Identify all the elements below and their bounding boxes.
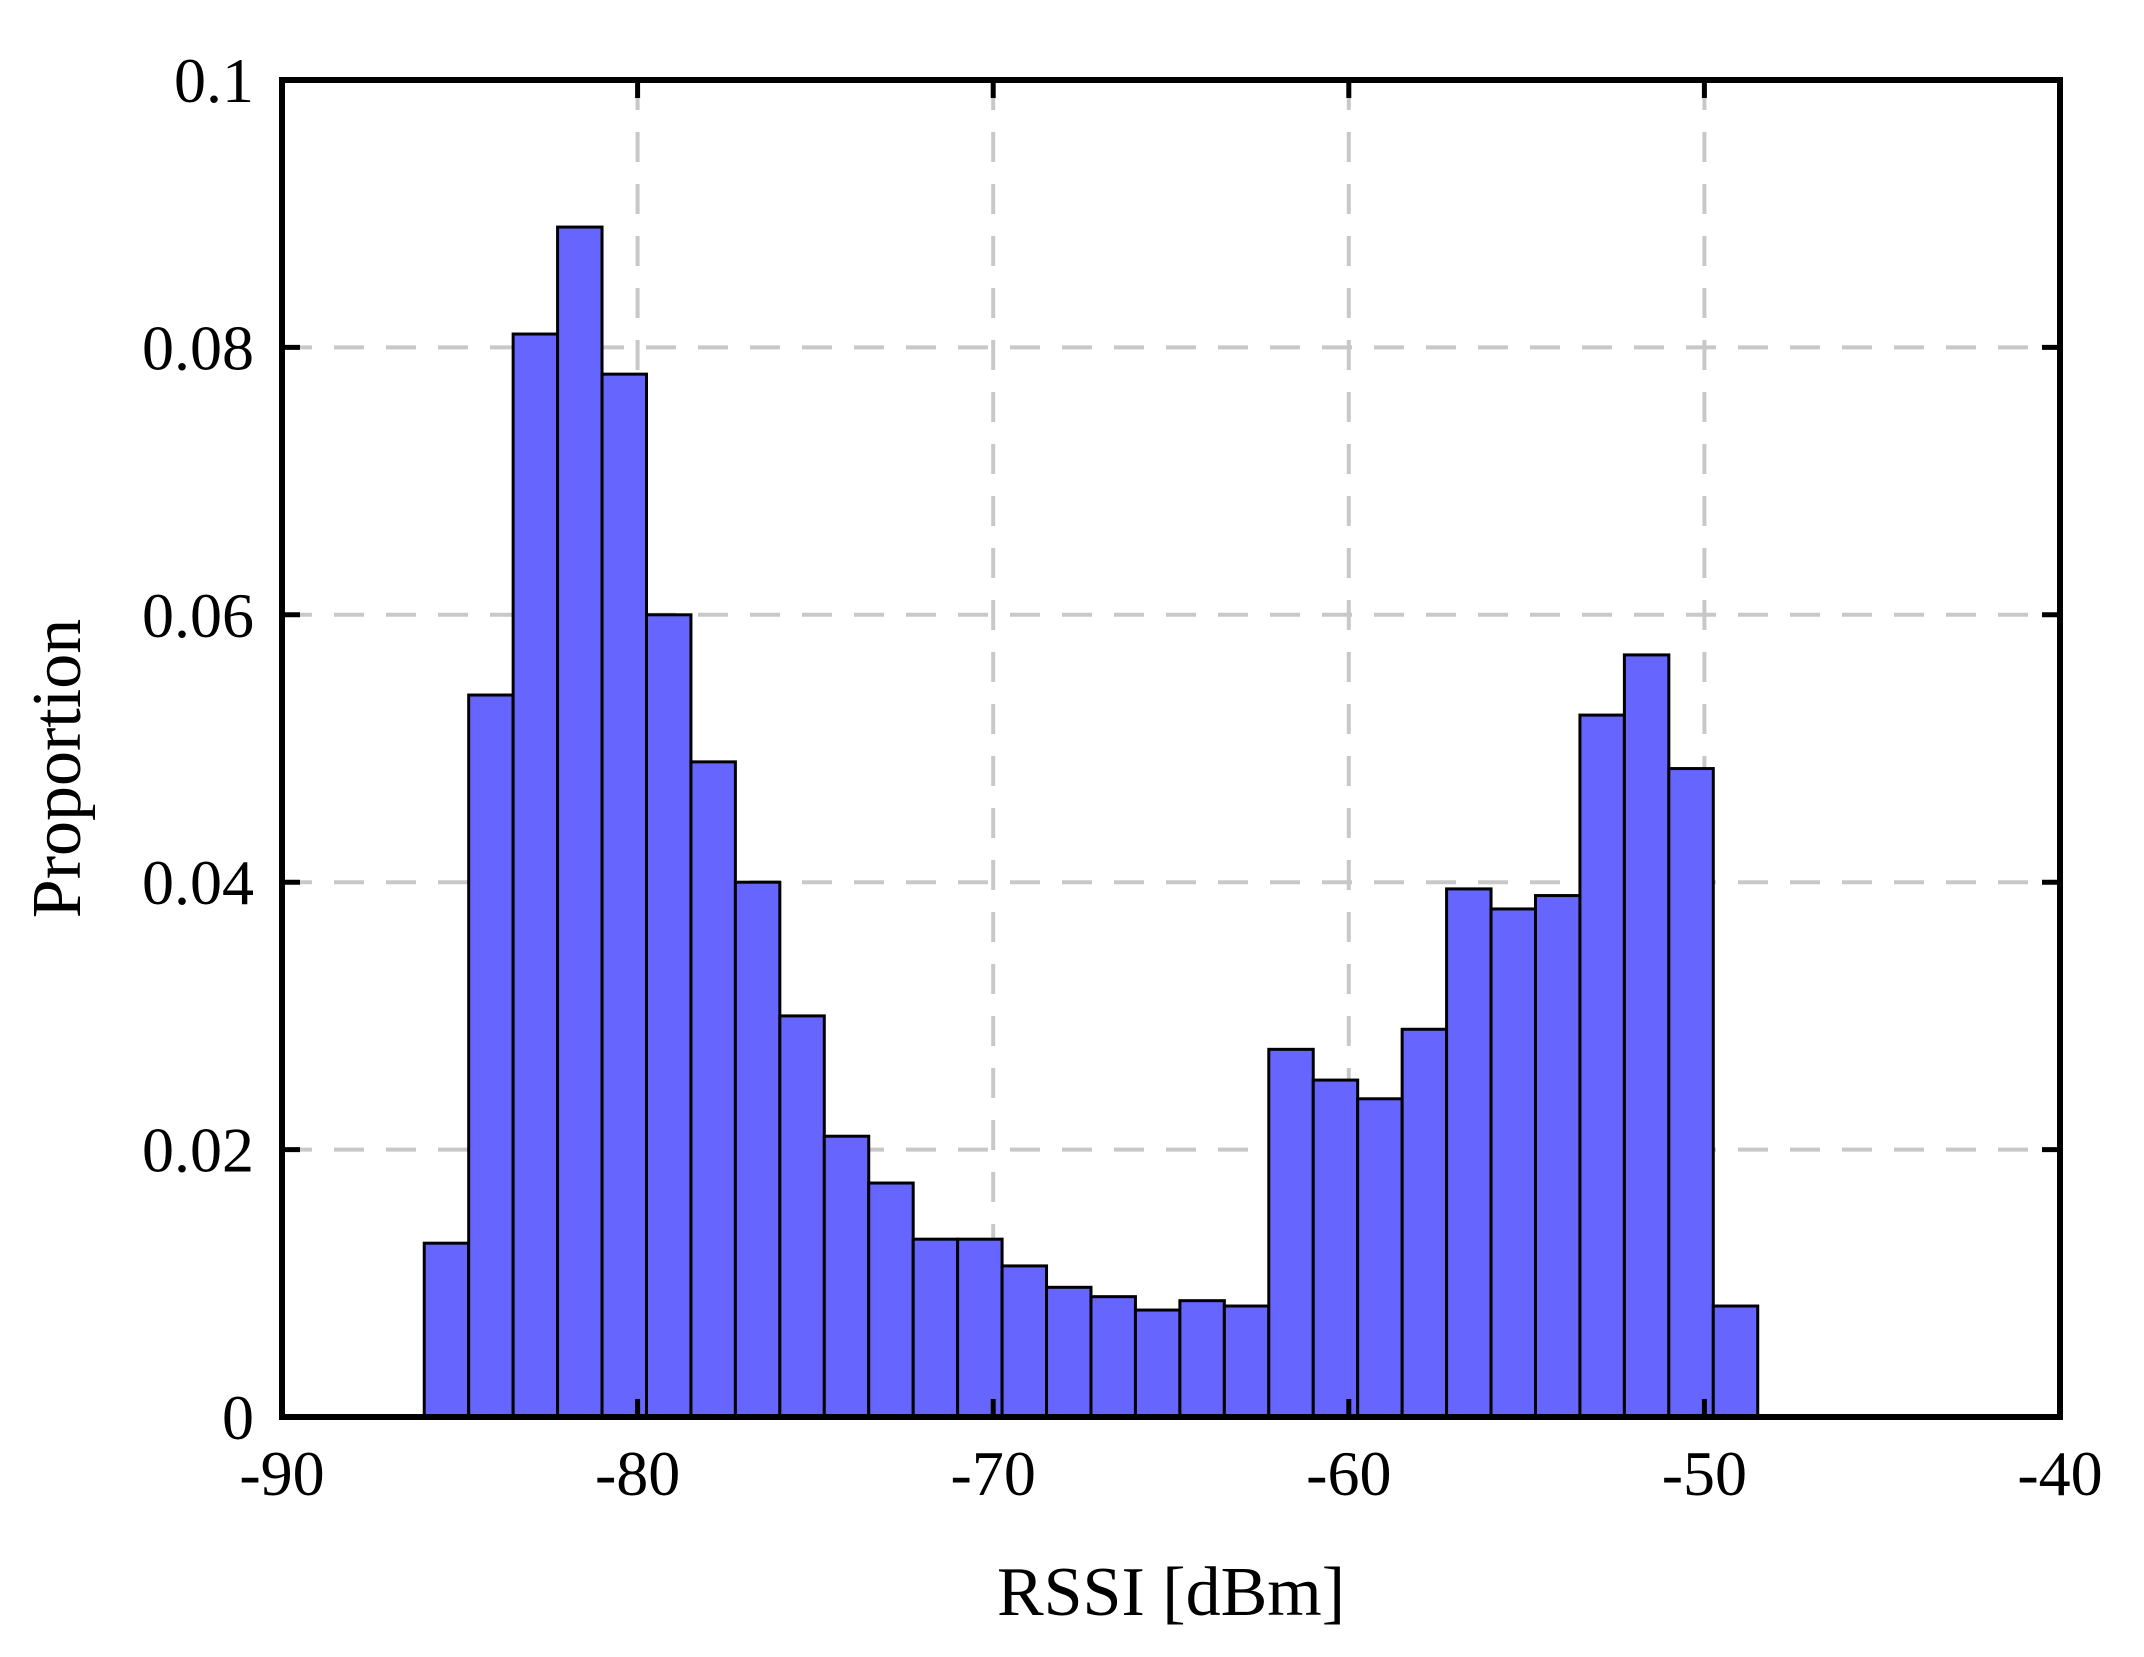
histogram-bar xyxy=(1622,653,1671,1419)
x-tick-label: -60 xyxy=(1306,1438,1391,1509)
plot-frame xyxy=(279,77,2063,1420)
histogram-bar xyxy=(1667,767,1715,1419)
histogram-bar xyxy=(778,1014,826,1419)
histogram-bar xyxy=(1178,1299,1226,1419)
histogram-bar xyxy=(1445,887,1493,1419)
histogram-bar xyxy=(867,1181,915,1419)
histogram-bar xyxy=(1045,1285,1093,1419)
histogram-bar xyxy=(822,1134,871,1419)
histogram-bar xyxy=(467,693,515,1419)
y-tick-label: 0.04 xyxy=(142,847,254,918)
histogram-bar xyxy=(911,1237,960,1419)
histogram-bar xyxy=(1000,1264,1049,1419)
y-tick-label: 0.08 xyxy=(142,312,254,383)
x-tick-label: -50 xyxy=(1662,1438,1747,1509)
histogram-bar xyxy=(600,372,648,1419)
x-tick-label: -80 xyxy=(595,1438,680,1509)
y-tick-label: 0.02 xyxy=(142,1115,254,1186)
y-tick-label: 0 xyxy=(222,1382,254,1453)
histogram-bar xyxy=(511,332,560,1419)
histogram-bar xyxy=(556,225,604,1419)
y-tick-label: 0.1 xyxy=(174,45,254,116)
x-tick-label: -90 xyxy=(239,1438,324,1509)
y-tick-labels: 0 0.02 0.04 0.06 0.08 0.1 xyxy=(142,45,254,1453)
histogram-bar xyxy=(644,613,693,1419)
histogram-bar xyxy=(1711,1304,1760,1419)
histogram-bar xyxy=(1089,1295,1137,1419)
y-tick-label: 0.06 xyxy=(142,580,254,651)
axis-ticks xyxy=(279,77,2063,1420)
histogram-bar xyxy=(1133,1308,1182,1419)
histogram-bar xyxy=(1578,713,1626,1419)
histogram-bar xyxy=(1400,1027,1449,1419)
histogram-bar xyxy=(1222,1304,1271,1419)
x-axis-label: RSSI [dBm] xyxy=(997,1554,1345,1631)
x-tick-label: -70 xyxy=(951,1438,1036,1509)
histogram-bar xyxy=(1489,907,1537,1419)
histogram-bar xyxy=(422,1241,471,1419)
histogram-bar xyxy=(956,1237,1004,1419)
histogram-bar xyxy=(733,880,782,1419)
x-tick-label: -40 xyxy=(2017,1438,2102,1509)
histogram-bar xyxy=(1267,1047,1315,1419)
histogram-bar xyxy=(1356,1097,1404,1419)
y-axis-label: Proportion xyxy=(19,619,96,918)
histogram-bar xyxy=(689,760,737,1419)
x-tick-labels: -90 -80 -70 -60 -50 -40 xyxy=(239,1438,2102,1509)
histogram-bar xyxy=(1311,1078,1360,1419)
histogram-bars xyxy=(422,225,1760,1419)
histogram-bar xyxy=(1533,894,1582,1419)
